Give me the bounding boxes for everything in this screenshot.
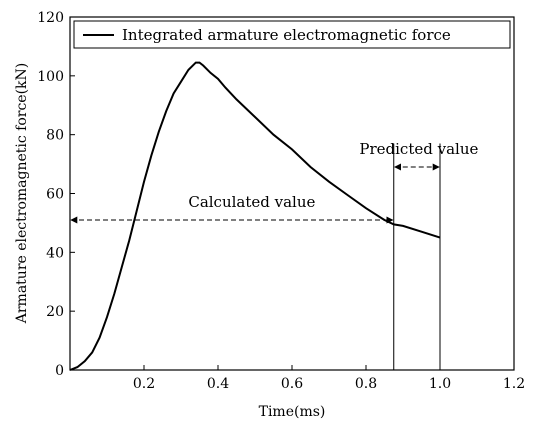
x-tick-label: 0.8 bbox=[355, 376, 377, 392]
y-axis-title: Armature electromagnetic force(kN) bbox=[14, 63, 30, 325]
legend-box bbox=[73, 20, 511, 49]
y-tick-label: 120 bbox=[37, 10, 64, 26]
axis-ticks: 0.2 0.4 0.6 0.8 1.0 1.2 0 20 40 60 80 100 120 bbox=[37, 10, 525, 392]
legend: Integrated armature electromagnetic forc… bbox=[73, 20, 511, 49]
x-axis-title: Time(ms) bbox=[259, 404, 326, 420]
y-tick-label: 60 bbox=[46, 187, 64, 203]
series-line bbox=[69, 61, 441, 371]
annotations: Calculated value Predicted value bbox=[70, 140, 478, 224]
x-tick-label: 0.6 bbox=[281, 376, 303, 392]
marker-lines bbox=[393, 143, 441, 370]
x-tick-label: 1.0 bbox=[429, 376, 451, 392]
annotation-label: Calculated value bbox=[188, 193, 315, 211]
x-tick-label: 0.2 bbox=[133, 376, 155, 392]
y-tick-label: 80 bbox=[46, 128, 64, 144]
legend-label: Integrated armature electromagnetic forc… bbox=[122, 26, 451, 44]
y-tick-label: 0 bbox=[55, 363, 64, 379]
annotation-label: Predicted value bbox=[359, 140, 478, 158]
y-tick-label: 100 bbox=[37, 69, 64, 85]
x-tick-label: 1.2 bbox=[503, 376, 525, 392]
y-tick-label: 20 bbox=[46, 304, 64, 320]
x-tick-label: 0.4 bbox=[207, 376, 229, 392]
y-tick-label: 40 bbox=[46, 245, 64, 261]
